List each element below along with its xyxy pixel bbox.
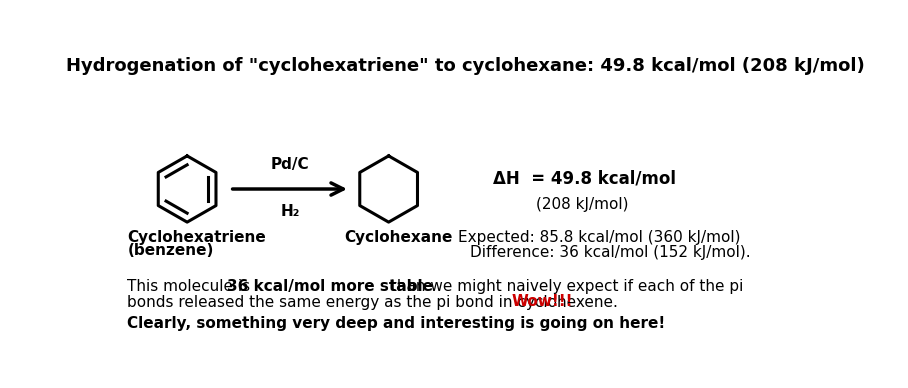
Text: Clearly, something very deep and interesting is going on here!: Clearly, something very deep and interes… <box>127 316 666 331</box>
Text: Difference: 36 kcal/mol (152 kJ/mol).: Difference: 36 kcal/mol (152 kJ/mol). <box>470 245 751 260</box>
Text: Hydrogenation of "cyclohexatriene" to cyclohexane: 49.8 kcal/mol (208 kJ/mol): Hydrogenation of "cyclohexatriene" to cy… <box>66 57 864 75</box>
Text: ΔH  = 49.8 kcal/mol: ΔH = 49.8 kcal/mol <box>493 170 676 188</box>
Text: Cyclohexatriene: Cyclohexatriene <box>127 230 266 245</box>
Text: 36 kcal/mol more stable: 36 kcal/mol more stable <box>227 279 432 294</box>
Text: (benzene): (benzene) <box>127 243 213 258</box>
Text: Expected: 85.8 kcal/mol (360 kJ/mol): Expected: 85.8 kcal/mol (360 kJ/mol) <box>459 230 741 245</box>
Text: H₂: H₂ <box>281 204 300 219</box>
Text: Wow!!!: Wow!!! <box>511 294 573 310</box>
Text: This molecule is: This molecule is <box>127 279 255 294</box>
Text: (208 kJ/mol): (208 kJ/mol) <box>536 197 628 212</box>
Text: Cyclohexane: Cyclohexane <box>344 230 453 245</box>
Text: than we might naively expect if each of the pi: than we might naively expect if each of … <box>386 279 744 294</box>
Text: bonds released the same energy as the pi bond in cyclohexene.: bonds released the same energy as the pi… <box>127 294 623 310</box>
Text: Pd/C: Pd/C <box>271 157 309 172</box>
